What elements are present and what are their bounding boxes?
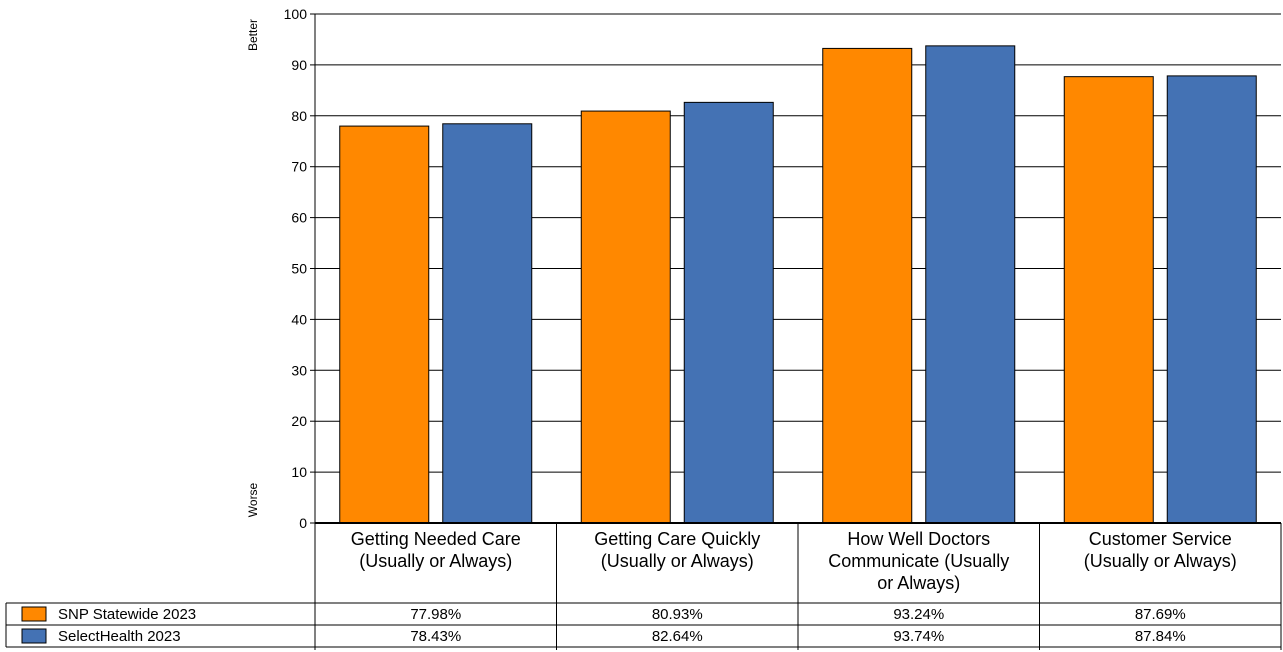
data-table: SNP Statewide 2023 77.98% 80.93% 93.24% 87.6… xyxy=(5,602,1281,648)
bar xyxy=(925,45,1016,524)
y-top-label: Better xyxy=(246,19,260,51)
y-tick-label: 30 xyxy=(291,362,307,378)
table-cell: 77.98% xyxy=(410,606,461,623)
y-tick-label: 90 xyxy=(291,57,307,73)
bar xyxy=(580,110,671,524)
category-label-line: Getting Needed Care xyxy=(351,529,521,549)
y-tick-label: 10 xyxy=(291,464,307,480)
bar xyxy=(822,47,913,524)
y-bottom-label: Worse xyxy=(246,482,260,517)
table-cell: 78.43% xyxy=(410,628,461,645)
legend-swatch xyxy=(21,606,47,622)
y-tick-label: 0 xyxy=(299,515,307,531)
category-label-line: (Usually or Always) xyxy=(601,551,754,571)
y-tick-label: 20 xyxy=(291,413,307,429)
bar xyxy=(442,123,533,524)
category-label-line: (Usually or Always) xyxy=(359,551,512,571)
legend-swatch xyxy=(21,628,47,644)
y-axis-ticks: 0 10 20 30 40 50 60 70 80 90 100 xyxy=(284,6,315,531)
bar xyxy=(339,125,430,524)
category-label-line: (Usually or Always) xyxy=(1084,551,1237,571)
y-tick-label: 70 xyxy=(291,159,307,175)
table-cell: 87.69% xyxy=(1135,606,1186,623)
category-label: Customer Service (Usually or Always) xyxy=(1084,529,1237,571)
category-label-line: How Well Doctors xyxy=(847,529,990,549)
bars xyxy=(339,45,1257,524)
bar xyxy=(683,101,774,524)
bar xyxy=(1166,75,1257,524)
table-cell: 93.24% xyxy=(893,606,944,623)
y-tick-label: 40 xyxy=(291,311,307,327)
legend-label: SNP Statewide 2023 xyxy=(58,606,196,623)
table-cell: 80.93% xyxy=(652,606,703,623)
category-labels: Getting Needed Care (Usually or Always)Ge… xyxy=(351,523,1282,650)
y-tick-label: 80 xyxy=(291,108,307,124)
category-label-line: Communicate (Usually xyxy=(828,551,1009,571)
category-label: Getting Needed Care (Usually or Always) xyxy=(351,529,521,571)
category-label: How Well Doctors Communicate (Usually or A… xyxy=(828,529,1009,593)
category-label-line: Customer Service xyxy=(1089,529,1232,549)
y-tick-label: 100 xyxy=(284,6,308,22)
legend-label: SelectHealth 2023 xyxy=(58,628,181,645)
y-tick-label: 50 xyxy=(291,261,307,277)
y-tick-label: 60 xyxy=(291,210,307,226)
table-cell: 82.64% xyxy=(652,628,703,645)
bar xyxy=(1063,76,1154,524)
category-label-line: Getting Care Quickly xyxy=(594,529,760,549)
category-label-line: or Always) xyxy=(877,573,960,593)
category-label: Getting Care Quickly (Usually or Always) xyxy=(594,529,760,571)
table-cell: 87.84% xyxy=(1135,628,1186,645)
table-cell: 93.74% xyxy=(893,628,944,645)
